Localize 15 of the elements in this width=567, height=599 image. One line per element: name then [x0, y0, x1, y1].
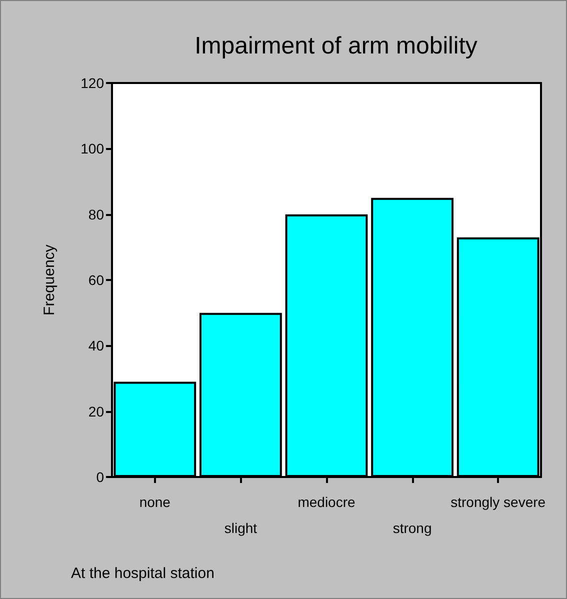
y-tick-label: 0	[96, 469, 104, 485]
y-tick-label: 20	[88, 403, 104, 420]
x-tick-label: mediocre	[298, 494, 356, 510]
x-tick-label: slight	[224, 520, 258, 536]
y-tick-label: 80	[88, 206, 104, 222]
text: At the hospital station	[71, 565, 214, 582]
y-tick-label: 120	[80, 75, 104, 91]
chart-title: Impairment of arm mobility	[194, 32, 478, 60]
x-tick-label: strong	[392, 520, 432, 536]
y-tick-label: 100	[80, 140, 104, 157]
y-axis-title: Frequency	[41, 244, 58, 316]
x-tick-label: none	[139, 494, 171, 510]
y-tick-label: 60	[88, 272, 104, 288]
y-tick-label: 40	[88, 338, 104, 354]
x-tick-label: strongly severe	[450, 494, 546, 510]
